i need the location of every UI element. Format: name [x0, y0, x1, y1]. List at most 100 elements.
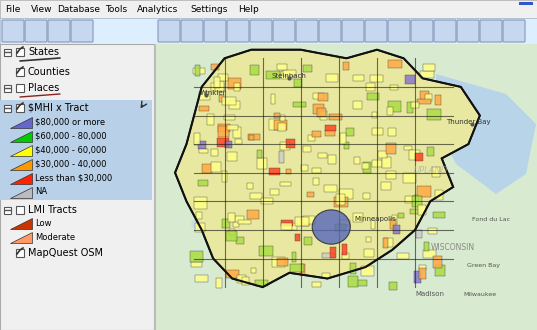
Bar	[228, 213, 235, 222]
Text: Counties: Counties	[28, 67, 71, 77]
Bar	[0, 144, 152, 158]
Bar	[390, 85, 398, 90]
Bar	[311, 282, 321, 287]
Bar	[357, 280, 367, 286]
Bar	[257, 158, 267, 169]
Bar	[307, 192, 314, 197]
Bar	[410, 209, 418, 214]
Bar	[519, 2, 533, 5]
Bar	[0, 0, 537, 18]
Bar	[313, 178, 319, 185]
Bar	[417, 99, 431, 104]
Bar	[281, 223, 292, 230]
Text: Tools: Tools	[105, 5, 127, 14]
Bar	[419, 265, 426, 270]
Text: MapQuest OSM: MapQuest OSM	[28, 248, 103, 258]
Bar	[4, 105, 11, 112]
Bar	[304, 237, 312, 245]
Bar	[384, 238, 393, 247]
Bar	[233, 222, 239, 227]
Polygon shape	[175, 50, 480, 287]
Bar	[292, 252, 296, 262]
Bar	[322, 253, 335, 258]
FancyBboxPatch shape	[365, 20, 387, 42]
Bar	[303, 146, 310, 151]
Bar	[386, 144, 396, 154]
Bar	[222, 219, 230, 228]
Bar	[433, 212, 445, 218]
Bar	[340, 133, 346, 144]
Text: Settings: Settings	[190, 5, 227, 14]
FancyBboxPatch shape	[181, 20, 203, 42]
Bar	[226, 231, 237, 241]
Bar	[227, 125, 238, 130]
Bar	[16, 206, 24, 214]
Bar	[199, 92, 210, 100]
Bar	[281, 71, 293, 79]
Bar	[154, 44, 156, 330]
Bar	[300, 264, 305, 275]
Bar	[436, 190, 444, 200]
Bar	[249, 135, 253, 140]
Bar	[190, 251, 204, 262]
Text: $40,000 - 60,000: $40,000 - 60,000	[35, 146, 106, 154]
Bar	[388, 128, 396, 136]
Bar	[195, 275, 208, 282]
Bar	[407, 103, 413, 113]
Bar	[345, 127, 354, 136]
Bar	[330, 247, 336, 258]
Bar	[214, 77, 220, 88]
Bar	[428, 228, 437, 234]
Bar	[202, 164, 212, 173]
Bar	[388, 60, 402, 68]
Bar	[420, 91, 429, 100]
FancyBboxPatch shape	[457, 20, 479, 42]
Bar	[156, 44, 537, 330]
Text: Minneapolis: Minneapolis	[354, 216, 396, 222]
Bar	[270, 119, 280, 130]
Bar	[423, 250, 436, 258]
Bar	[280, 182, 291, 186]
Polygon shape	[10, 173, 32, 183]
Bar	[335, 197, 348, 207]
Bar	[325, 124, 336, 131]
Bar	[199, 149, 208, 153]
Bar	[326, 74, 338, 82]
Bar	[219, 95, 224, 102]
Bar	[284, 223, 296, 230]
Bar	[371, 220, 375, 229]
Text: Moderate: Moderate	[35, 233, 75, 242]
Bar	[247, 183, 253, 189]
Bar	[257, 150, 262, 158]
Bar	[366, 83, 375, 91]
Bar	[216, 279, 222, 288]
Bar	[427, 147, 434, 156]
Bar	[383, 238, 388, 248]
Bar	[4, 207, 11, 214]
Bar	[432, 167, 440, 177]
Bar	[329, 114, 342, 120]
Text: WISCONSIN: WISCONSIN	[431, 243, 475, 252]
Bar	[274, 120, 287, 130]
Bar	[0, 158, 152, 172]
Bar	[211, 82, 224, 91]
Bar	[294, 102, 306, 107]
Bar	[198, 141, 206, 149]
Polygon shape	[436, 74, 536, 194]
Bar	[372, 112, 378, 118]
Bar	[396, 253, 409, 259]
Bar	[196, 212, 202, 218]
Bar	[236, 237, 244, 244]
Bar	[393, 225, 400, 234]
Bar	[336, 194, 345, 205]
Text: UPLAND: UPLAND	[413, 166, 447, 175]
Bar	[389, 282, 397, 290]
Bar	[193, 68, 206, 74]
Bar	[283, 70, 296, 76]
Text: Help: Help	[238, 5, 259, 14]
FancyBboxPatch shape	[296, 20, 318, 42]
Bar	[372, 160, 382, 167]
Bar	[363, 162, 371, 173]
Text: Steinbach: Steinbach	[272, 73, 307, 79]
Bar	[0, 18, 537, 44]
